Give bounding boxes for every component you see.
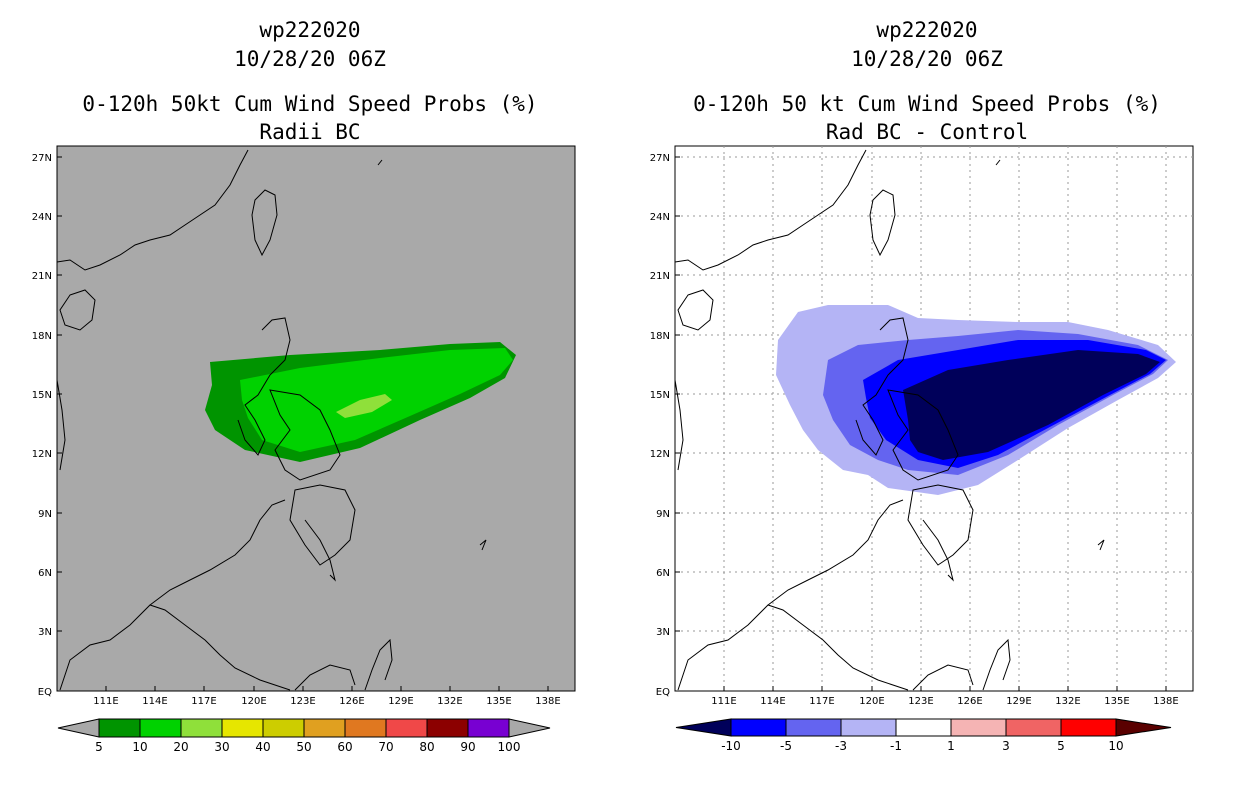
left-lat-label: 9N [38,509,52,520]
right-lat-label: 15N [650,390,670,401]
right-lon-label: 120E [859,696,884,707]
left-storm-id: wp222020 [259,18,361,42]
right-lon-label: 138E [1153,696,1178,707]
left-colorbar-label: 80 [419,740,434,754]
right-colorbar-label: 1 [947,739,955,753]
left-colorbar-label: 60 [337,740,352,754]
left-title: 0-120h 50kt Cum Wind Speed Probs (%) [82,92,538,116]
right-lon-label: 126E [957,696,982,707]
right-subtitle: Rad BC - Control [825,120,1029,144]
right-lon-label: 111E [711,696,736,707]
left-colorbar-swatch [139,718,182,738]
left-colorbar-swatch [98,718,141,738]
right-title: 0-120h 50 kt Cum Wind Speed Probs (%) [693,92,1161,116]
right-colorbar-swatch [840,718,897,737]
right-colorbar-underflow [675,718,732,737]
left-lat-label: 6N [38,568,52,579]
left-colorbar-label: 90 [460,740,475,754]
right-lat-label: EQ [656,687,670,698]
left-colorbar-label: 20 [173,740,188,754]
right-lon-label: 135E [1104,696,1129,707]
right-colorbar-label: 3 [1002,739,1010,753]
left-map: 111E 114E 117E 120E 123E 126E 129E 132E 135E 138E… [32,145,576,754]
left-lon-label: 129E [388,696,413,707]
right-colorbar-overflow [1115,718,1172,737]
right-lat-label: 27N [650,153,670,164]
right-colorbar-label: -3 [835,739,847,753]
right-lat-label: 12N [650,449,670,460]
right-lat-label: 18N [650,331,670,342]
right-colorbar-swatch [950,718,1007,737]
prob-band-20-core [280,354,498,440]
left-lat-label: 3N [38,627,52,638]
right-colorbar-swatch [895,718,952,737]
diff-band-minus10 [903,350,1160,460]
right-lon-label: 132E [1055,696,1080,707]
left-lon-label: 123E [290,696,315,707]
right-colorbar-label: -1 [890,739,902,753]
left-colorbar-label: 70 [378,740,393,754]
left-lon-label: 126E [339,696,364,707]
right-datetime: 10/28/20 06Z [851,47,1003,71]
left-lat-label: 18N [32,331,52,342]
left-lon-label: 114E [142,696,167,707]
left-lon-label: 117E [191,696,216,707]
left-colorbar-swatch [303,718,346,738]
left-colorbar-label: 5 [95,740,103,754]
left-colorbar-overflow [508,718,551,738]
right-colorbar-label: 10 [1108,739,1123,753]
right-colorbar-label: 5 [1057,739,1065,753]
left-colorbar-label: 100 [498,740,521,754]
left-colorbar-label: 10 [132,740,147,754]
right-colorbar-swatch [1005,718,1062,737]
left-colorbar-label: 30 [214,740,229,754]
left-lon-label: 111E [93,696,118,707]
left-colorbar-swatch [262,718,305,738]
right-colorbar-swatch [730,718,787,737]
left-lat-label: 21N [32,271,52,282]
right-lat-label: 6N [656,568,670,579]
left-lat-label: EQ [38,687,52,698]
left-lon-label: 135E [486,696,511,707]
left-colorbar-label: 40 [255,740,270,754]
prob-band-20 [336,394,392,418]
right-storm-id: wp222020 [876,18,978,42]
left-coastlines [56,149,487,691]
left-colorbar-underflow [57,718,100,738]
right-difference-field [776,305,1176,495]
right-colorbar-swatch [785,718,842,737]
left-lon-label: 132E [437,696,462,707]
right-colorbar-swatch [1060,718,1117,737]
right-lat-label: 24N [650,212,670,223]
right-colorbar-label: -5 [780,739,792,753]
left-lon-label: 138E [535,696,560,707]
left-probability-field [205,342,516,462]
right-lon-label: 114E [760,696,785,707]
left-lat-label: 12N [32,449,52,460]
left-colorbar-swatch [385,718,428,738]
right-lat-label: 3N [656,627,670,638]
left-colorbar-swatch [344,718,387,738]
left-colorbar-swatch [467,718,510,738]
right-map: 111E 114E 117E 120E 123E 126E 129E 132E 135E 138E… [650,145,1194,753]
left-colorbar-swatch [221,718,264,738]
right-coastlines [674,149,1105,691]
left-colorbar-label: 50 [296,740,311,754]
right-lon-label: 123E [908,696,933,707]
left-colorbar-swatch [426,718,469,738]
right-lon-label: 117E [809,696,834,707]
left-datetime: 10/28/20 06Z [234,47,386,71]
left-lon-label: 120E [241,696,266,707]
left-lat-label: 15N [32,390,52,401]
left-lat-label: 24N [32,212,52,223]
left-subtitle: Radii BC [259,120,361,144]
right-lat-label: 9N [656,509,670,520]
right-colorbar-label: -10 [721,739,741,753]
left-colorbar-swatch [180,718,223,738]
right-lon-label: 129E [1006,696,1031,707]
right-lat-label: 21N [650,271,670,282]
left-lat-label: 27N [32,153,52,164]
